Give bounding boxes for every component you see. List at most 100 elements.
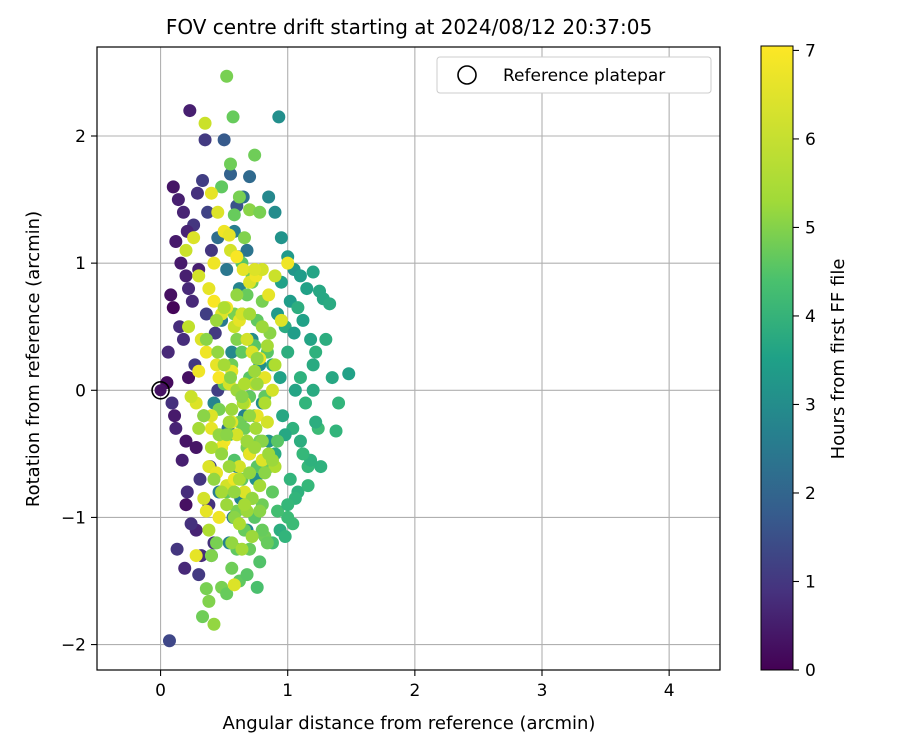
scatter-point	[207, 256, 221, 270]
scatter-point	[197, 491, 211, 505]
scatter-point	[220, 587, 234, 601]
legend-marker-reference-platepar	[457, 65, 477, 85]
scatter-point	[245, 530, 259, 543]
scatter-point	[211, 345, 225, 359]
colorbar-tick-label: 4	[805, 307, 816, 327]
colorbar-tick-label: 1	[805, 572, 816, 592]
scatter-point	[235, 542, 249, 556]
scatter-point	[296, 447, 310, 461]
scatter-point	[224, 167, 237, 181]
scatter-point	[268, 269, 282, 283]
scatter-point	[217, 358, 231, 372]
scatter-point	[260, 536, 274, 550]
scatter-point	[179, 243, 193, 257]
y-tick-label: −1	[61, 508, 86, 528]
scatter-point	[255, 320, 269, 334]
scatter-point	[253, 479, 267, 493]
scatter-point	[262, 190, 276, 204]
scatter-point	[190, 186, 204, 200]
scatter-point	[248, 364, 262, 378]
scatter-point	[268, 358, 282, 372]
scatter-point	[272, 110, 286, 124]
legend-box	[436, 56, 712, 94]
scatter-point	[192, 421, 206, 435]
scatter-point	[220, 498, 234, 512]
scatter-point	[240, 332, 254, 346]
scatter-point	[168, 409, 182, 423]
y-tick-label: 1	[75, 254, 86, 274]
scatter-point	[249, 421, 263, 435]
scatter-point	[253, 555, 267, 569]
scatter-point	[237, 377, 251, 391]
scatter-point	[199, 307, 213, 321]
y-tick-label: 2	[75, 127, 86, 147]
scatter-point	[274, 231, 288, 245]
scatter-point	[273, 371, 287, 385]
scatter-point	[175, 453, 189, 467]
scatter-point	[281, 345, 295, 359]
scatter-point	[182, 371, 196, 385]
scatter-point	[165, 396, 179, 410]
scatter-point	[174, 256, 188, 270]
scatter-point	[189, 549, 203, 563]
scatter-point	[248, 148, 262, 162]
scatter-point	[180, 485, 194, 499]
scatter-point	[235, 390, 249, 404]
scatter-point	[199, 332, 213, 346]
scatter-point	[220, 263, 234, 276]
scatter-point	[224, 157, 237, 171]
colorbar-tick-label: 5	[805, 218, 816, 238]
scatter-point	[236, 263, 250, 276]
y-ticks: −2 −1 0 1 2	[61, 127, 97, 656]
scatter-point	[299, 396, 313, 410]
scatter-point	[265, 383, 279, 397]
scatter-point	[309, 415, 323, 429]
scatter-point	[220, 69, 234, 83]
scatter-point	[182, 320, 196, 334]
scatter-point	[288, 383, 302, 397]
legend: Reference platepar	[436, 56, 712, 94]
scatter-point	[169, 235, 183, 249]
scatter-point	[293, 371, 307, 385]
scatter-point	[306, 383, 320, 397]
scatter-point	[250, 352, 264, 365]
scatter-point	[204, 186, 218, 200]
scatter-point	[225, 561, 239, 575]
colorbar-label: Hours from first FF file	[828, 259, 849, 460]
scatter-point	[198, 133, 212, 147]
scatter-point	[189, 441, 203, 454]
scatter-point	[199, 345, 213, 359]
scatter-point	[300, 282, 314, 296]
scatter-point	[196, 610, 210, 624]
scatter-point	[227, 208, 241, 222]
scatter-point	[210, 536, 224, 550]
scatter-point	[265, 453, 279, 467]
scatter-point	[274, 313, 288, 327]
scatter-point	[235, 345, 249, 359]
scatter-point	[164, 288, 178, 302]
scatter-point	[309, 345, 323, 359]
reference-platepar-marker	[151, 380, 170, 400]
scatter-point	[240, 288, 254, 302]
colorbar-ticks: 0 1 2 3 4 5 6 7	[793, 41, 816, 681]
scatter-point	[265, 485, 279, 499]
scatter-point	[268, 205, 282, 219]
scatter-point	[204, 549, 218, 563]
scatter-point	[161, 345, 175, 359]
scatter-point	[243, 466, 257, 480]
scatter-point	[230, 428, 244, 442]
scatter-point	[184, 517, 198, 531]
scatter-point	[293, 434, 307, 448]
scatter-point	[342, 367, 356, 381]
scatter-point	[183, 104, 197, 118]
scatter-point	[304, 332, 318, 346]
scatter-point	[281, 256, 295, 270]
scatter-point	[204, 441, 218, 454]
x-axis-label: Angular distance from reference (arcmin)	[223, 713, 596, 734]
scatter-point	[323, 297, 337, 311]
scatter-point	[306, 358, 320, 372]
scatter-point	[217, 301, 231, 315]
scatter-point	[202, 523, 216, 537]
scatter-point	[293, 269, 307, 283]
